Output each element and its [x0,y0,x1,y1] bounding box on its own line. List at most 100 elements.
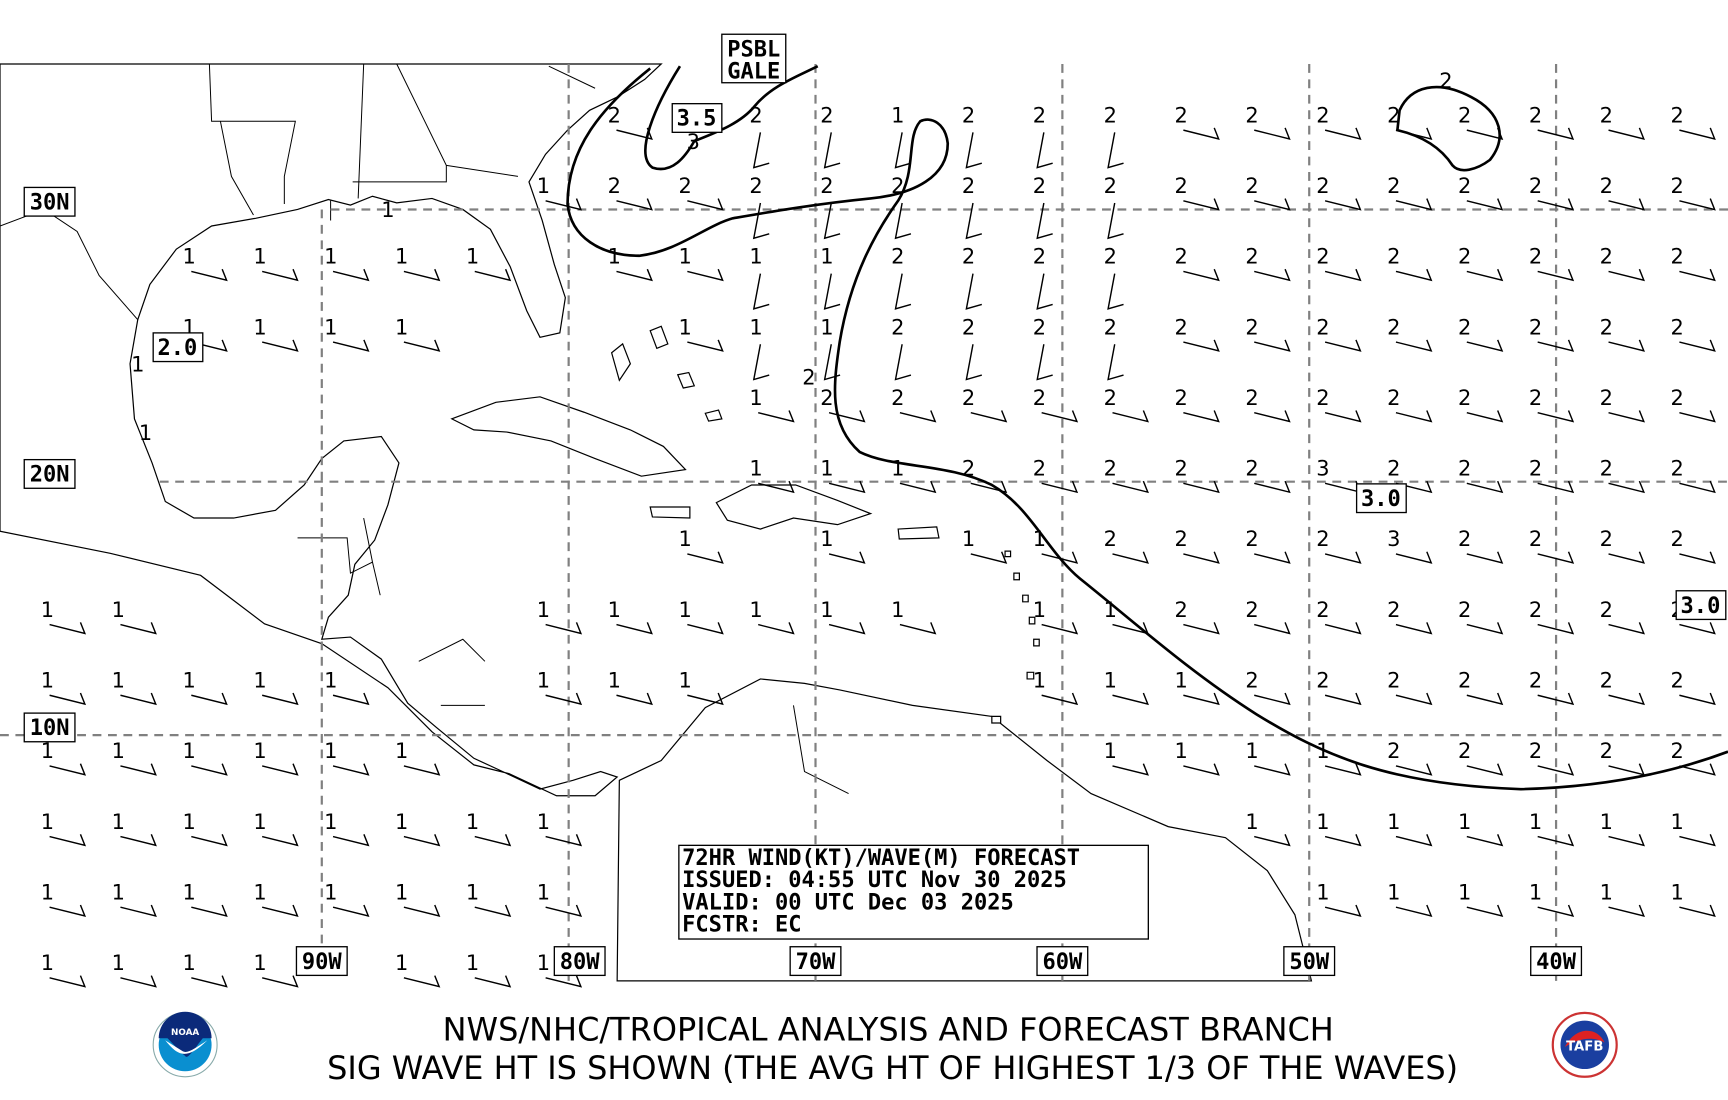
wind-barb [899,480,937,494]
lon-label-60w: 60W [1036,946,1089,977]
wind-barb [49,622,87,635]
wave-height-value: 1 [1529,810,1542,834]
wind-barb [1608,834,1645,847]
wave-height-value: 2 [1316,386,1329,410]
wind-barb [1395,198,1433,211]
warning-line1: PSBL [727,37,780,62]
wave-height-value: 1 [41,810,54,834]
wind-barb [332,834,370,847]
wave-height-value: 2 [1245,174,1258,198]
wave-height-value: 1 [1175,669,1188,693]
wave-height-value: 2 [962,174,975,198]
wave-label-2-0: 2.0 [152,332,204,363]
wind-barb [49,904,87,918]
wave-height-value: 2 [891,386,904,410]
psbl-gale-warning: PSBL GALE [721,33,787,84]
wind-barb [1466,127,1504,140]
wind-barb [1254,763,1291,776]
wind-barb [474,268,512,282]
wind-barb [49,975,87,988]
wave-height-value: 1 [962,527,975,551]
lon-label-40w: 40W [1530,946,1583,977]
wave-height-value: 2 [1104,103,1117,127]
wind-barb [828,480,866,494]
wave-height-value: 3 [1387,527,1400,551]
wave-label-text: 3.0 [1361,487,1401,512]
wind-barb [1324,551,1362,564]
wave-height-value: 2 [891,315,904,339]
wave-height-value: 2 [1104,386,1117,410]
wave-height-value: 2 [1671,527,1684,551]
wave-height-value: 2 [1104,174,1117,198]
wind-barb [965,344,983,381]
wave-height-value: 1 [182,669,195,693]
wind-barb [1183,622,1220,635]
wind-barb [1395,268,1433,282]
wind-barb [1254,834,1291,847]
wind-barb [332,339,370,352]
wind-barb [545,692,583,706]
wind-barb [1537,692,1575,706]
wind-barb [1041,692,1079,706]
lat-label-10n: 10N [23,712,76,743]
info-valid: VALID: 00 UTC Dec 03 2025 [682,890,1014,915]
wind-barb [332,692,370,706]
wind-barb [1183,339,1220,352]
wave-height-value: 1 [466,810,479,834]
wind-barb [1254,551,1291,564]
wave-height-value: 1 [678,245,691,269]
lat-label-text: 30N [30,190,70,215]
wave-height-value: 2 [1104,245,1117,269]
wind-barb [1537,834,1575,847]
wind-barb [1324,763,1362,776]
lon-label-text: 70W [796,950,837,975]
wind-barb [120,692,157,706]
wave-height-value: 1 [466,245,479,269]
wave-height-value: 1 [1104,739,1117,763]
warning-line2: GALE [727,59,780,84]
jamaica [649,506,691,519]
puerto-rico [897,526,940,540]
wave-height-value: 1 [1600,810,1613,834]
wave-height-value: 1 [1104,598,1117,622]
contour-2m-closed [1395,85,1501,172]
wave-height-value: 2 [962,245,975,269]
wind-barb [1112,763,1149,776]
wind-barb [616,622,653,635]
wave-height-value: 1 [182,245,195,269]
wave-height-value: 1 [182,880,195,904]
wave-height-value: 2 [1175,386,1188,410]
wave-height-value: 1 [253,951,266,975]
wave-height-value: 2 [1175,103,1188,127]
wind-barb [1036,132,1053,169]
wind-barb [894,273,912,310]
wave-height-value: 2 [1458,174,1471,198]
wind-barb [1608,692,1645,706]
wave-height-value: 2 [608,103,621,127]
wind-barb [120,834,157,847]
wind-barb [970,480,1008,494]
noaa-logo-text: NOAA [171,1028,199,1038]
wave-height-value: 2 [608,174,621,198]
wave-height-value: 2 [820,386,833,410]
wind-barb [823,132,841,169]
wind-barb [1395,410,1433,423]
wave-height-value: 1 [395,245,408,269]
wind-barb [1608,198,1645,211]
wind-barb [1183,410,1220,423]
wind-barb [758,622,795,635]
wave-height-value: 1 [891,457,904,481]
wave-height-value: 1 [182,739,195,763]
wind-barb [49,692,87,706]
wind-barb [332,904,370,918]
wave-height-value: 1 [112,880,125,904]
wind-barb [1537,622,1575,635]
wave-height-value: 1 [253,669,266,693]
wave-height-value: 2 [1104,315,1117,339]
wind-barb [1608,904,1645,918]
wind-barb [1254,692,1291,706]
wave-height-value: 1 [395,951,408,975]
wave-height-value: 2 [1033,386,1046,410]
wind-barb [1466,692,1504,706]
